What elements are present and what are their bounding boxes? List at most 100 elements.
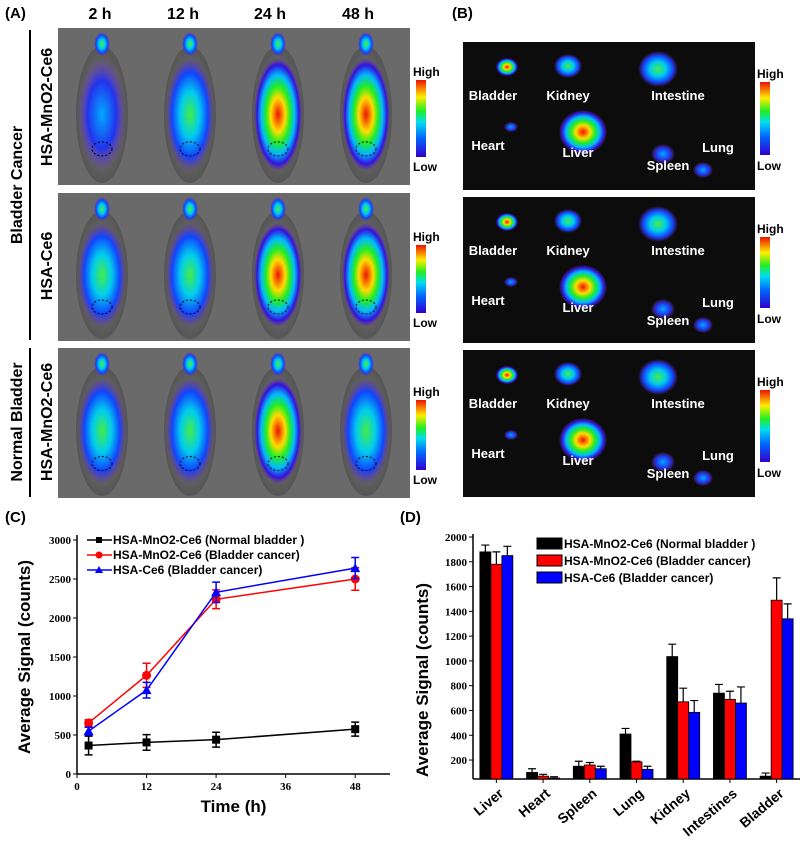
row-label-3: HSA-MnO2-Ce6 <box>39 363 56 481</box>
bladder-outline <box>179 456 201 471</box>
colorbar-high-label: High <box>413 385 440 399</box>
organ-fluorescence <box>559 110 607 154</box>
colorbar-low-label: Low <box>757 312 782 326</box>
legend-entry: HSA-MnO2-Ce6 (Bladder cancer) <box>564 554 751 568</box>
colorbar-high-label: High <box>757 375 784 389</box>
y-tick-label: 1000 <box>49 691 72 703</box>
error-bar <box>783 603 792 619</box>
series-line <box>88 567 356 732</box>
error-bar <box>679 687 688 702</box>
colorbar-bg <box>410 193 444 341</box>
in-vivo-image-row: High Low <box>58 28 444 185</box>
bladder-outline <box>179 299 201 315</box>
bar <box>572 765 585 780</box>
organ-label: Liver <box>562 145 593 160</box>
bar <box>619 733 632 780</box>
bar <box>594 768 607 780</box>
panel-b-label: (B) <box>452 5 473 22</box>
fluorescence-head <box>358 352 374 376</box>
fluorescence-signal <box>254 58 302 171</box>
data-point <box>142 738 151 747</box>
colorbar-gradient <box>416 80 426 157</box>
organ-fluorescence <box>651 452 675 472</box>
data-point <box>142 670 152 680</box>
organ-fluorescence <box>504 277 518 287</box>
y-tick-label: 2000 <box>49 613 72 625</box>
organ-fluorescence <box>554 54 582 78</box>
y-tick-label: 1200 <box>445 631 468 643</box>
legend-swatch <box>536 537 563 550</box>
colorbar-low-label: Low <box>413 316 438 330</box>
organ-fluorescence <box>504 122 518 132</box>
time-header: 24 h <box>254 6 286 23</box>
y-tick-label: 1600 <box>445 582 468 594</box>
organ-fluorescence <box>554 209 582 233</box>
bar <box>781 618 794 780</box>
y-tick-label: 1000 <box>445 656 468 668</box>
bar <box>677 701 690 780</box>
organ-label: Kidney <box>546 243 590 258</box>
organ-label: Kidney <box>546 88 590 103</box>
fluorescence-signal <box>342 378 390 484</box>
colorbar-gradient <box>416 400 426 470</box>
time-header: 48 h <box>342 6 374 23</box>
ex-vivo-image: Bladder Kidney Intestine Heart Liver Spleen Lu… <box>463 350 800 497</box>
y-tick-label: 800 <box>451 681 468 693</box>
bar <box>537 775 549 780</box>
ex-vivo-image: Bladder Kidney Intestine Heart Liver Spleen Lu… <box>463 42 800 190</box>
colorbar-gradient <box>760 237 770 308</box>
colorbar-low-label: Low <box>757 466 782 480</box>
fluorescence-signal <box>254 223 302 327</box>
fluorescence-head <box>94 197 110 221</box>
organ-label: Heart <box>471 293 505 308</box>
fluorescence-signal <box>342 58 390 171</box>
bar <box>666 656 679 780</box>
data-point <box>84 741 93 750</box>
colorbar-high-label: High <box>413 65 440 79</box>
panel-a-label: (A) <box>5 5 26 22</box>
bladder-outline <box>91 141 113 157</box>
bar <box>479 551 492 780</box>
legend-entry: HSA-Ce6 (Bladder cancer) <box>113 563 262 577</box>
organ-fluorescence <box>559 418 607 462</box>
organ-label: Bladder <box>469 396 517 411</box>
bar <box>759 775 772 780</box>
y-tick-label: 0 <box>66 769 72 781</box>
fluorescence-head <box>270 32 286 56</box>
legend-marker <box>95 566 103 573</box>
organ-fluorescence <box>693 317 713 333</box>
data-point <box>351 725 360 734</box>
bladder-outline <box>179 141 201 157</box>
organ-label: Heart <box>471 446 505 461</box>
fluorescence-head <box>182 32 198 56</box>
y-tick-label: 1400 <box>445 606 468 618</box>
fluorescence-signal <box>166 378 214 484</box>
data-point <box>212 735 221 744</box>
series-line <box>88 728 356 747</box>
data-point <box>83 726 94 736</box>
organ-label: Intestine <box>651 88 704 103</box>
organ-fluorescence <box>638 206 678 242</box>
fluorescence-signal <box>78 58 126 171</box>
colorbar-bg <box>410 28 444 185</box>
y-tick-label: 500 <box>55 730 72 742</box>
organ-label: Bladder <box>469 88 517 103</box>
error-bar <box>596 765 605 769</box>
x-tick-label: 36 <box>280 781 292 793</box>
bladder-outline <box>91 299 113 315</box>
bar <box>770 599 783 780</box>
error-bar <box>761 772 770 777</box>
fluorescence-signal <box>342 223 390 327</box>
fluorescence-signal <box>78 378 126 484</box>
organ-label: Heart <box>471 138 505 153</box>
organ-label: Kidney <box>546 396 590 411</box>
x-axis-label: Time (h) <box>201 797 267 816</box>
bladder-outline <box>267 299 289 315</box>
bar <box>526 772 538 780</box>
bar <box>548 777 560 780</box>
fluorescence-head <box>358 32 374 56</box>
bladder-outline <box>355 141 377 157</box>
bladder-outline <box>267 141 289 157</box>
error-bar <box>492 551 501 565</box>
